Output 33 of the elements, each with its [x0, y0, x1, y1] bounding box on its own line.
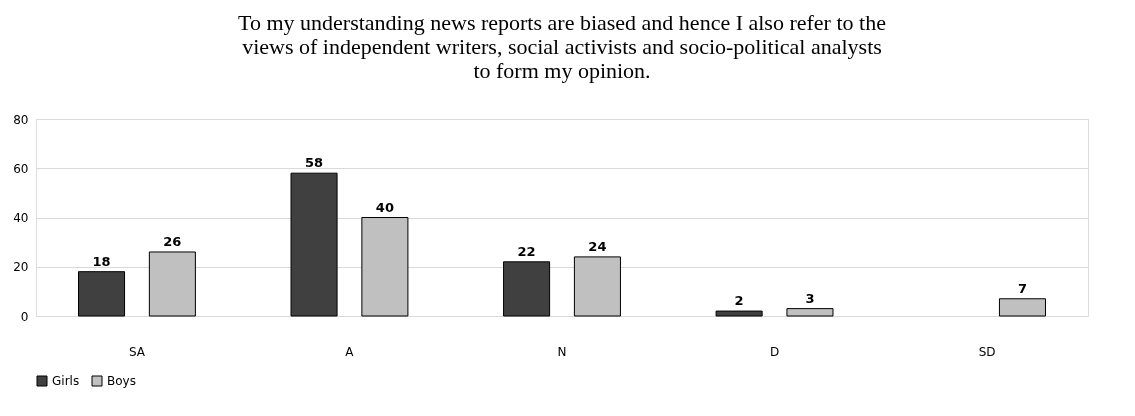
y-tick-label: 40 [13, 211, 29, 225]
data-label: 18 [92, 253, 111, 269]
data-label: 40 [375, 199, 394, 215]
x-tick-label: SA [128, 344, 146, 359]
x-tick-label: A [345, 344, 355, 359]
text: to form my opinion. [473, 58, 651, 83]
bar [361, 217, 409, 317]
data-label: 24 [588, 238, 607, 254]
x-tick-label: SD [978, 344, 996, 359]
bar [503, 261, 551, 317]
bar [290, 172, 338, 317]
data-label: 58 [305, 155, 324, 171]
data-label: 22 [517, 243, 536, 259]
y-tick-label: 0 [20, 309, 29, 324]
bar [78, 271, 126, 317]
text: views of independent writers, social activists and socio-political analysts [242, 34, 882, 59]
bar [573, 256, 621, 317]
y-tick-label: 60 [13, 161, 29, 176]
x-tick-label: N [557, 344, 567, 359]
data-label: 2 [734, 293, 744, 309]
text: To my understanding news reports are biased and hence I also refer to the [238, 10, 886, 35]
data-label: 7 [1017, 280, 1027, 296]
bar [715, 310, 763, 317]
legend-label: Boys [107, 374, 136, 388]
y-tick-label: 20 [13, 260, 29, 275]
data-label: 26 [163, 233, 182, 249]
bar [998, 298, 1046, 317]
legend-label: Girls [52, 374, 80, 388]
data-label: 3 [805, 290, 815, 306]
x-tick-label: D [769, 344, 780, 359]
y-tick-label: 80 [13, 112, 29, 127]
bar [148, 251, 196, 317]
bar [786, 308, 834, 317]
